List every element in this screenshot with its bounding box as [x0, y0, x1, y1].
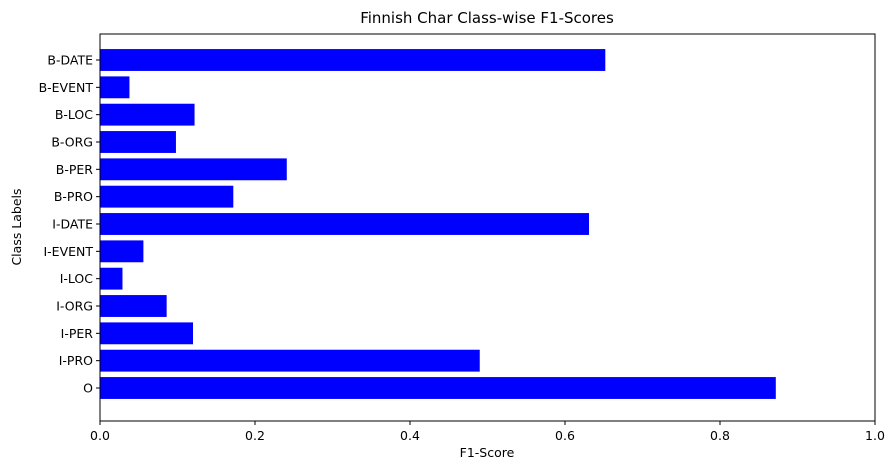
- x-axis: 0.0 0.2 0.4 0.6 0.8 1.0: [90, 421, 885, 443]
- x-axis-label: F1-Score: [460, 445, 515, 460]
- y-axis: B-DATE B-EVENT B-LOC B-ORG B-PER B-PRO I-DATE I…: [39, 53, 100, 396]
- x-tick-label: 1.0: [865, 428, 885, 443]
- y-tick-label: I-EVENT: [43, 244, 93, 259]
- y-tick-label: B-EVENT: [39, 80, 94, 95]
- x-tick-label: 0.0: [90, 428, 110, 443]
- y-tick-label: B-DATE: [47, 53, 93, 68]
- bar-b-date: [100, 49, 606, 71]
- bar-b-per: [100, 158, 287, 181]
- chart-title: Finnish Char Class-wise F1-Scores: [360, 9, 614, 27]
- y-tick-label: B-LOC: [55, 107, 93, 122]
- bar-i-per: [100, 322, 193, 345]
- y-tick-label: B-PRO: [54, 189, 93, 204]
- x-tick-label: 0.6: [555, 428, 575, 443]
- bar-i-pro: [100, 349, 480, 372]
- bar-b-pro: [100, 185, 234, 208]
- bar-i-loc: [100, 267, 123, 290]
- bar-i-date: [100, 213, 590, 235]
- y-tick-label: O: [83, 381, 93, 396]
- bar-i-org: [100, 295, 167, 317]
- y-tick-label: I-PRO: [59, 353, 93, 368]
- y-axis-label: Class Labels: [9, 188, 24, 265]
- y-tick-label: I-ORG: [56, 299, 93, 314]
- y-tick-label: B-ORG: [51, 135, 93, 150]
- y-tick-label: I-PER: [61, 326, 94, 341]
- bar-b-org: [100, 131, 176, 153]
- y-tick-label: I-DATE: [52, 217, 93, 232]
- bar-b-loc: [100, 103, 195, 126]
- x-tick-label: 0.4: [400, 428, 420, 443]
- bar-b-event: [100, 76, 130, 99]
- bar-i-event: [100, 240, 144, 263]
- bars-layer: [100, 49, 776, 399]
- bar-o: [100, 377, 776, 399]
- x-tick-label: 0.8: [710, 428, 730, 443]
- x-tick-label: 0.2: [245, 428, 265, 443]
- y-tick-label: I-LOC: [60, 271, 94, 286]
- y-tick-label: B-PER: [56, 162, 94, 177]
- plot-frame: [99, 33, 876, 422]
